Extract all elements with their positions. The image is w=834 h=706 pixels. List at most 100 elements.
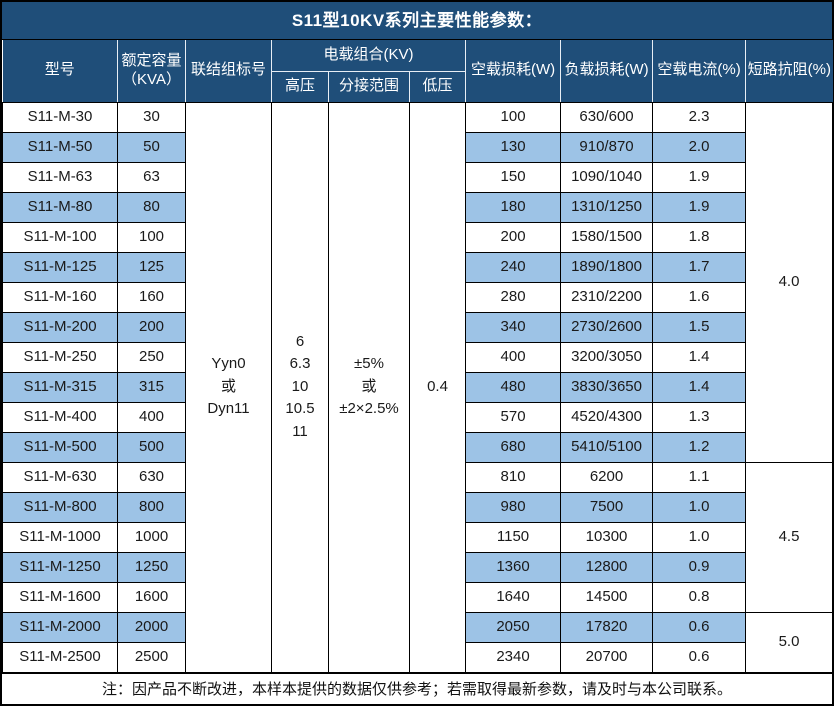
load-loss-cell: 6200 xyxy=(560,461,654,493)
no-load-current-cell: 1.9 xyxy=(652,161,747,193)
column-header-connection: 联结组标号 xyxy=(185,40,272,103)
hv-cell: 6 6.3 10 10.5 11 xyxy=(271,101,329,673)
table-row: S11-M-500 500 680 5410/5100 1.2 xyxy=(2,431,833,463)
table-row: S11-M-160 160 280 2310/2200 1.6 xyxy=(2,281,833,313)
model-cell: S11-M-1250 xyxy=(2,551,118,583)
table-row: S11-M-1600 1600 1640 14500 0.8 xyxy=(2,581,833,613)
load-loss-cell: 1890/1800 xyxy=(560,251,654,283)
kva-cell: 2500 xyxy=(117,641,186,673)
lv-cell: 0.4 xyxy=(408,101,467,673)
model-cell: S11-M-63 xyxy=(2,161,118,193)
no-load-current-cell: 1.7 xyxy=(652,251,747,283)
kva-cell: 63 xyxy=(117,161,186,193)
connection-cell: Yyn0 或 Dyn11 xyxy=(185,101,272,673)
no-load-loss-cell: 150 xyxy=(465,161,562,193)
load-loss-cell: 910/870 xyxy=(560,131,654,163)
table-row: S11-M-200 200 340 2730/2600 1.5 xyxy=(2,311,833,343)
no-load-loss-cell: 280 xyxy=(465,281,562,313)
load-loss-cell: 630/600 xyxy=(560,101,654,133)
no-load-current-cell: 0.6 xyxy=(652,641,747,673)
model-cell: S11-M-630 xyxy=(2,461,118,493)
kva-cell: 2000 xyxy=(117,611,186,643)
no-load-loss-cell: 200 xyxy=(465,221,562,253)
column-header-tap-range: 分接范围 xyxy=(328,70,410,103)
no-load-current-cell: 0.8 xyxy=(652,581,747,613)
kva-cell: 500 xyxy=(117,431,186,463)
column-header-load-combo: 电载组合(KV) xyxy=(270,40,467,72)
column-header-impedance: 短路抗阻(%) xyxy=(745,40,833,103)
spec-table: 型号 额定容量 （KVA） 联结组标号 电载组合(KV) 空载损耗(W) 负载损… xyxy=(2,40,834,673)
table-row: S11-M-1000 1000 1150 10300 1.0 xyxy=(2,521,833,553)
column-header-no-load-loss: 空载损耗(W) xyxy=(465,40,562,103)
table-body: S11-M-30 30 Yyn0 或 Dyn11 6 6.3 10 10.5 1… xyxy=(2,101,834,673)
column-header-model: 型号 xyxy=(2,40,118,103)
model-cell: S11-M-1000 xyxy=(2,521,118,553)
kva-cell: 1600 xyxy=(117,581,186,613)
no-load-loss-cell: 340 xyxy=(465,311,562,343)
kva-cell: 80 xyxy=(117,191,186,223)
kva-cell: 630 xyxy=(117,461,186,493)
model-cell: S11-M-400 xyxy=(2,401,118,433)
no-load-loss-cell: 100 xyxy=(465,101,562,133)
load-loss-cell: 1090/1040 xyxy=(560,161,654,193)
model-cell: S11-M-200 xyxy=(2,311,118,343)
tap-range-cell: ±5% 或 ±2×2.5% xyxy=(328,101,410,673)
impedance-cell: 5.0 xyxy=(745,611,834,673)
kva-cell: 400 xyxy=(117,401,186,433)
no-load-loss-cell: 180 xyxy=(465,191,562,223)
no-load-loss-cell: 2050 xyxy=(465,611,562,643)
no-load-current-cell: 1.8 xyxy=(652,221,747,253)
load-loss-cell: 7500 xyxy=(560,491,654,523)
load-loss-cell: 17820 xyxy=(560,611,654,643)
load-loss-cell: 4520/4300 xyxy=(560,401,654,433)
load-loss-cell: 1310/1250 xyxy=(560,191,654,223)
no-load-current-cell: 0.6 xyxy=(652,611,747,643)
load-loss-cell: 20700 xyxy=(560,641,654,673)
table-row: S11-M-80 80 180 1310/1250 1.9 xyxy=(2,191,833,223)
kva-cell: 125 xyxy=(117,251,186,283)
model-cell: S11-M-125 xyxy=(2,251,118,283)
load-loss-cell: 1580/1500 xyxy=(560,221,654,253)
table-row: S11-M-125 125 240 1890/1800 1.7 xyxy=(2,251,833,283)
no-load-current-cell: 1.9 xyxy=(652,191,747,223)
load-loss-cell: 12800 xyxy=(560,551,654,583)
table-row: S11-M-2000 2000 2050 17820 0.6 5.0 xyxy=(2,611,834,673)
no-load-loss-cell: 130 xyxy=(465,131,562,163)
no-load-current-cell: 1.0 xyxy=(652,491,747,523)
impedance-cell: 4.0 xyxy=(745,101,834,463)
load-loss-cell: 10300 xyxy=(560,521,654,553)
no-load-loss-cell: 2340 xyxy=(465,641,562,673)
model-cell: S11-M-2000 xyxy=(2,611,118,643)
no-load-current-cell: 2.3 xyxy=(652,101,747,133)
no-load-loss-cell: 480 xyxy=(465,371,562,403)
kva-cell: 200 xyxy=(117,311,186,343)
kva-cell: 100 xyxy=(117,221,186,253)
column-header-lv: 低压 xyxy=(408,70,466,103)
table-row: S11-M-630 630 810 6200 1.1 4.5 xyxy=(2,461,834,613)
no-load-loss-cell: 1150 xyxy=(465,521,562,553)
no-load-current-cell: 1.6 xyxy=(652,281,747,313)
table-row: S11-M-50 50 130 910/870 2.0 xyxy=(2,131,833,163)
model-cell: S11-M-315 xyxy=(2,371,118,403)
kva-cell: 1000 xyxy=(117,521,186,553)
no-load-current-cell: 1.4 xyxy=(652,341,747,373)
table-row: S11-M-400 400 570 4520/4300 1.3 xyxy=(2,401,833,433)
no-load-current-cell: 1.0 xyxy=(652,521,747,553)
table-row: S11-M-800 800 980 7500 1.0 xyxy=(2,491,833,523)
kva-cell: 50 xyxy=(117,131,186,163)
no-load-current-cell: 2.0 xyxy=(652,131,747,163)
no-load-current-cell: 1.5 xyxy=(652,311,747,343)
no-load-loss-cell: 240 xyxy=(465,251,562,283)
model-cell: S11-M-500 xyxy=(2,431,118,463)
kva-cell: 160 xyxy=(117,281,186,313)
model-cell: S11-M-160 xyxy=(2,281,118,313)
kva-cell: 250 xyxy=(117,341,186,373)
table-row: S11-M-30 30 Yyn0 或 Dyn11 6 6.3 10 10.5 1… xyxy=(2,101,834,673)
column-header-load-loss: 负载损耗(W) xyxy=(560,40,654,103)
no-load-current-cell: 1.2 xyxy=(652,431,747,463)
no-load-current-cell: 1.1 xyxy=(652,461,747,493)
column-header-hv: 高压 xyxy=(271,70,329,103)
load-loss-cell: 2730/2600 xyxy=(560,311,654,343)
table-row: S11-M-1250 1250 1360 12800 0.9 xyxy=(2,551,833,583)
